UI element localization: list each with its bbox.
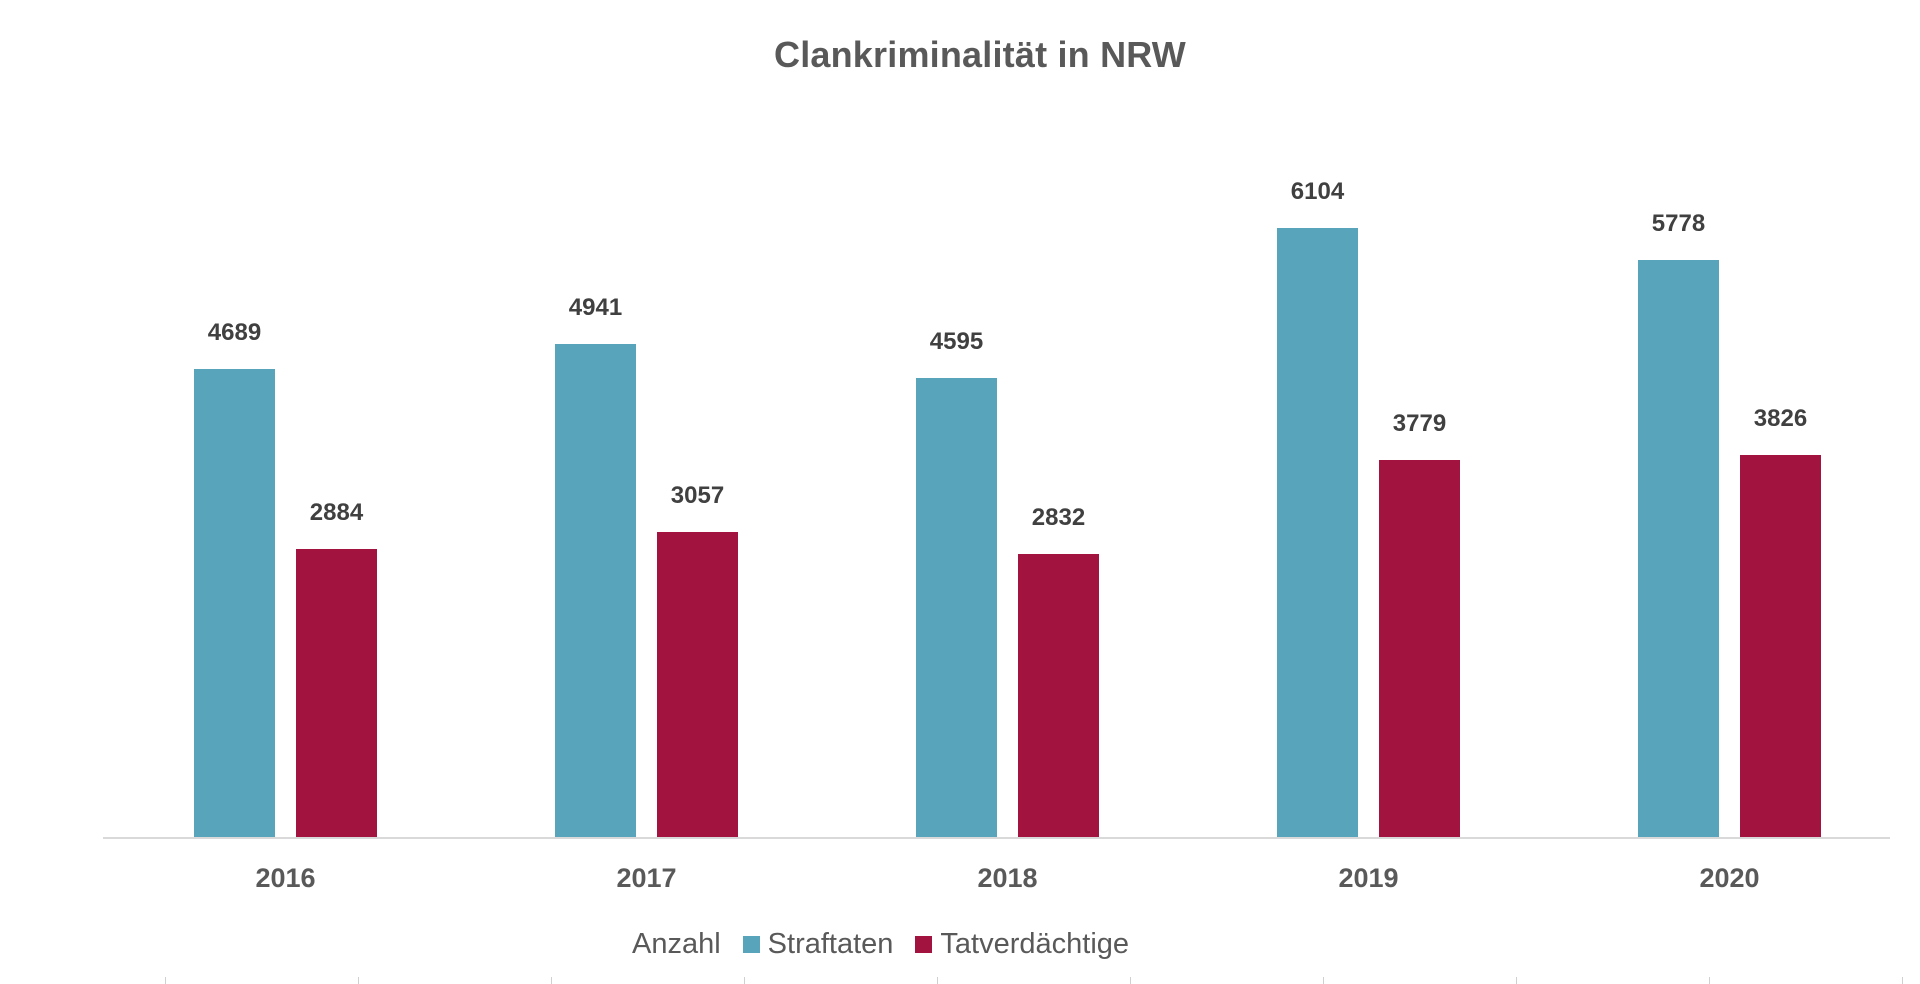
chart-title: Clankriminalität in NRW <box>774 34 1186 75</box>
data-label: 2832 <box>1031 504 1086 531</box>
x-axis-tick-label: 2016 <box>255 863 316 893</box>
data-label: 3826 <box>1753 405 1808 432</box>
decorative-tick <box>551 977 552 984</box>
decorative-tick <box>165 977 166 984</box>
data-label: 6104 <box>1290 178 1345 205</box>
bar-tatverdaechtige-2019[interactable] <box>1379 460 1460 837</box>
bar-tatverdaechtige-2016[interactable] <box>296 549 377 837</box>
bar-straftaten-2017[interactable] <box>555 344 636 837</box>
x-axis-tick-label: 2017 <box>616 863 677 893</box>
data-label: 2884 <box>309 499 364 526</box>
x-axis-tick-label: 2020 <box>1699 863 1760 893</box>
decorative-tick <box>1323 977 1324 984</box>
bar-straftaten-2016[interactable] <box>194 369 275 837</box>
bar-tatverdaechtige-2020[interactable] <box>1740 455 1821 837</box>
legend-swatch-straftaten <box>742 935 760 953</box>
x-axis-tick-label: 2019 <box>1338 863 1399 893</box>
legend-label-straftaten: Straftaten <box>767 927 894 960</box>
data-label: 4595 <box>929 328 984 355</box>
data-label: 3779 <box>1392 410 1447 437</box>
legend-label-tatverdaechtige: Tatverdächtige <box>940 927 1130 960</box>
bar-tatverdaechtige-2018[interactable] <box>1018 554 1099 837</box>
decorative-tick <box>744 977 745 984</box>
decorative-tick <box>1709 977 1710 984</box>
legend-item-tatverdaechtige[interactable]: Tatverdächtige <box>915 928 1129 961</box>
decorative-tick <box>1130 977 1131 984</box>
decorative-tick <box>1516 977 1517 984</box>
bar-straftaten-2018[interactable] <box>916 378 997 837</box>
x-axis-tick-label: 2018 <box>977 863 1038 893</box>
legend-swatch-tatverdaechtige <box>915 935 933 953</box>
bar-tatverdaechtige-2017[interactable] <box>657 532 738 837</box>
decorative-tick <box>358 977 359 984</box>
legend: Anzahl Straftaten Tatverdächtige <box>632 924 1151 964</box>
decorative-tick <box>937 977 938 984</box>
data-label: 5778 <box>1651 210 1706 237</box>
legend-title: Anzahl <box>632 927 721 960</box>
decorative-tick <box>1902 977 1903 984</box>
data-label: 4941 <box>568 294 623 321</box>
bar-straftaten-2019[interactable] <box>1277 228 1358 837</box>
data-label: 4689 <box>207 319 262 346</box>
bar-straftaten-2020[interactable] <box>1638 260 1719 837</box>
legend-item-straftaten[interactable]: Straftaten <box>742 927 894 961</box>
data-label: 3057 <box>670 482 725 509</box>
x-axis-line <box>103 837 1890 839</box>
